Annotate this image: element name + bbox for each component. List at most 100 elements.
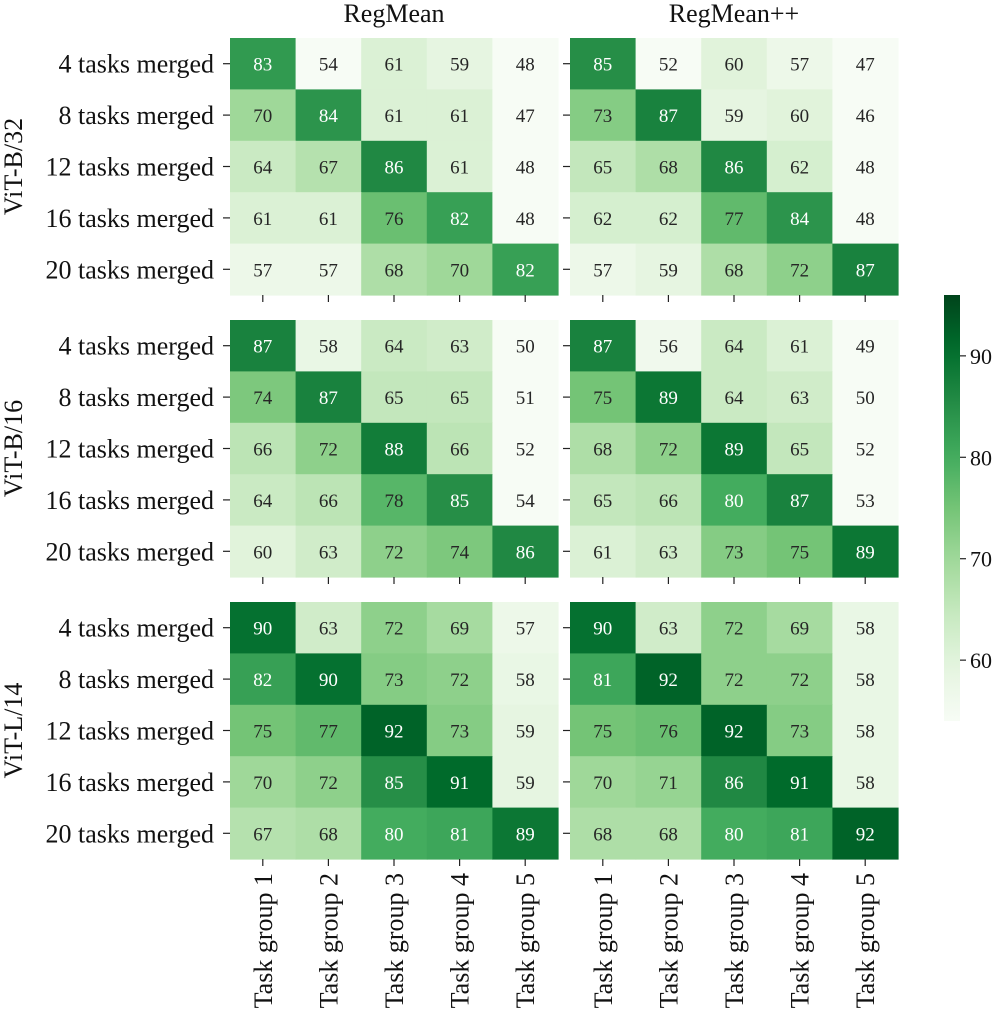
y-tick-label: 16 tasks merged [46, 768, 215, 797]
cell-label: 86 [385, 158, 404, 179]
y-tick-label: 16 tasks merged [46, 204, 215, 233]
heatmap-cell [766, 38, 833, 90]
heatmap-cell [492, 704, 559, 757]
heatmap-cell [361, 474, 428, 527]
x-tick-label: Task group 2 [314, 873, 343, 1008]
cell-label: 59 [450, 55, 469, 76]
cell-label: 64 [385, 337, 405, 358]
column-title: RegMean [343, 0, 444, 28]
heatmap-cell [832, 371, 899, 424]
heatmap-cell [230, 704, 297, 757]
heatmap-panel: 90 63 72 69 58 81 92 72 72 58 75 76 92 73 58 70 71 86 91 58… [563, 602, 899, 1008]
heatmap-cell [492, 371, 559, 424]
cell-label: 65 [385, 388, 404, 409]
y-tick-label: 12 tasks merged [46, 717, 215, 746]
heatmap-cell [426, 38, 493, 90]
heatmap-cell [635, 756, 702, 809]
heatmap-cell [766, 474, 833, 527]
cell-label: 81 [593, 670, 612, 691]
cell-label: 82 [450, 209, 469, 230]
heatmap-cell [492, 602, 559, 654]
heatmap-cell [832, 422, 899, 475]
heatmap-cell [361, 140, 428, 193]
cell-label: 63 [659, 542, 678, 563]
cell-label: 85 [593, 55, 612, 76]
cell-label: 72 [790, 260, 809, 281]
cell-label: 84 [790, 209, 810, 230]
cell-label: 70 [253, 773, 272, 794]
cell-label: 77 [725, 209, 744, 230]
heatmap-cell [570, 192, 637, 245]
cell-label: 62 [593, 209, 612, 230]
cell-label: 87 [856, 260, 875, 281]
heatmap-cell [570, 756, 637, 809]
cell-label: 69 [790, 619, 809, 640]
cell-label: 57 [593, 260, 612, 281]
cell-label: 52 [856, 440, 875, 461]
heatmap-cell [766, 807, 833, 860]
x-tick-label: Task group 1 [249, 873, 278, 1008]
heatmap-cell [570, 371, 637, 424]
heatmap-cell [230, 756, 297, 809]
heatmap-cell [635, 474, 702, 527]
cell-label: 90 [253, 619, 272, 640]
heatmap-cell [295, 320, 362, 372]
cell-label: 54 [516, 491, 536, 512]
cell-label: 58 [319, 337, 338, 358]
heatmap-cell [361, 602, 428, 654]
cell-label: 63 [450, 337, 469, 358]
heatmap-cell [295, 140, 362, 193]
cell-label: 85 [385, 773, 404, 794]
cell-label: 53 [856, 491, 875, 512]
cell-label: 92 [725, 722, 744, 743]
heatmap-cell [635, 653, 702, 706]
cell-label: 74 [450, 542, 470, 563]
heatmap-cell [570, 704, 637, 757]
heatmap-cell [295, 243, 362, 296]
heatmap-cell [701, 704, 768, 757]
heatmap-cell [492, 38, 559, 90]
cell-label: 80 [725, 824, 744, 845]
heatmap-cell [295, 704, 362, 757]
cell-label: 68 [385, 260, 404, 281]
cell-label: 72 [385, 542, 404, 563]
heatmap-cell [635, 89, 702, 142]
cell-label: 61 [319, 209, 338, 230]
heatmap-cell [701, 474, 768, 527]
cell-label: 88 [385, 440, 404, 461]
cell-label: 92 [385, 722, 404, 743]
y-tick-label: 4 tasks merged [59, 50, 215, 79]
cell-label: 75 [790, 542, 809, 563]
heatmap-cell [766, 243, 833, 296]
heatmap-cell [426, 320, 493, 372]
cell-label: 58 [856, 722, 875, 743]
row-title: ViT-B/32 [0, 118, 28, 215]
cell-label: 81 [450, 824, 469, 845]
heatmap-cell [426, 704, 493, 757]
y-tick-label: 20 tasks merged [46, 819, 215, 848]
cell-label: 89 [725, 440, 744, 461]
heatmap-cell [230, 807, 297, 860]
cell-label: 70 [450, 260, 469, 281]
heatmap-cell [635, 602, 702, 654]
heatmap-cell [766, 602, 833, 654]
heatmap-panel: 90 63 72 69 57 82 90 73 72 58 75 77 92 73 59 70 72 85 91 59… [46, 602, 559, 1008]
cell-label: 92 [659, 670, 678, 691]
y-tick-label: 12 tasks merged [46, 435, 215, 464]
x-tick-label: Task group 3 [720, 873, 749, 1008]
cell-label: 61 [450, 106, 469, 127]
cell-label: 73 [450, 722, 469, 743]
cell-label: 60 [253, 542, 272, 563]
cell-label: 59 [725, 106, 744, 127]
heatmap-cell [426, 525, 493, 578]
heatmap-cell [701, 371, 768, 424]
heatmap-cell [295, 807, 362, 860]
cell-label: 72 [725, 670, 744, 691]
heatmap-panel: 85 52 60 57 47 73 87 59 60 46 65 68 86 62 48 62 62 77 84 48… [563, 38, 899, 302]
cell-label: 52 [516, 440, 535, 461]
row-title: ViT-L/14 [0, 683, 28, 779]
heatmap-cell [426, 474, 493, 527]
cell-label: 89 [516, 824, 535, 845]
heatmap-cell [701, 422, 768, 475]
cell-label: 64 [253, 491, 273, 512]
